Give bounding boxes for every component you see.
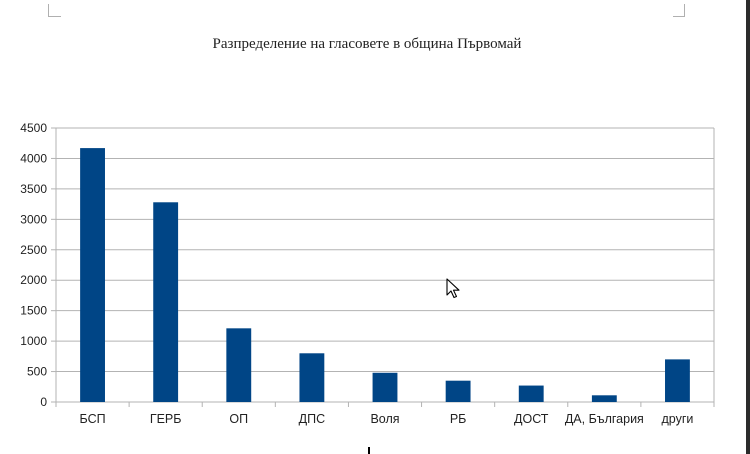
text-cursor-icon (368, 447, 370, 454)
x-category-label: ДПС (299, 412, 325, 426)
x-category-label: ОП (229, 412, 248, 426)
y-tick-label: 3000 (20, 212, 47, 226)
bar[interactable] (665, 359, 690, 402)
x-category-label: РБ (450, 412, 467, 426)
x-axis-categories: БСП ГЕРБ ОП ДПС Воля РБ ДОСТ ДА, България други (80, 412, 694, 426)
page-corner-mark-top-left (48, 4, 61, 17)
chart-title: Разпределение на гласовете в община Първ… (213, 36, 522, 52)
bar[interactable] (80, 148, 105, 402)
x-category-label: ДА, България (565, 412, 644, 426)
y-tick-label: 4500 (20, 121, 47, 135)
bar[interactable] (226, 328, 252, 402)
page-corner-mark-top-right (673, 4, 685, 17)
bar[interactable] (445, 380, 471, 402)
y-tick-label: 2000 (20, 273, 47, 287)
x-category-label: други (661, 412, 693, 426)
y-axis-ticks: 0 500 1000 1500 2000 2500 3000 3500 4000 4500 (20, 121, 47, 409)
x-category-label: БСП (80, 412, 106, 426)
y-tick-label: 1500 (20, 304, 47, 318)
y-tick-label: 4000 (20, 151, 47, 165)
window-edge (746, 0, 750, 454)
chart-grid (51, 127, 715, 407)
y-tick-label: 3500 (20, 182, 47, 196)
y-tick-label: 0 (40, 395, 47, 409)
chart-bars (80, 148, 690, 402)
x-category-label: ДОСТ (514, 412, 549, 426)
y-tick-label: 500 (27, 365, 47, 379)
bar[interactable] (299, 353, 325, 402)
bar[interactable] (591, 395, 617, 402)
y-tick-label: 1000 (20, 334, 47, 348)
x-category-label: Воля (370, 412, 399, 426)
x-category-label: ГЕРБ (150, 412, 182, 426)
bar[interactable] (518, 385, 544, 402)
y-tick-label: 2500 (20, 243, 47, 257)
bar[interactable] (372, 372, 398, 402)
bar[interactable] (153, 202, 179, 402)
mouse-pointer-icon (446, 278, 460, 299)
